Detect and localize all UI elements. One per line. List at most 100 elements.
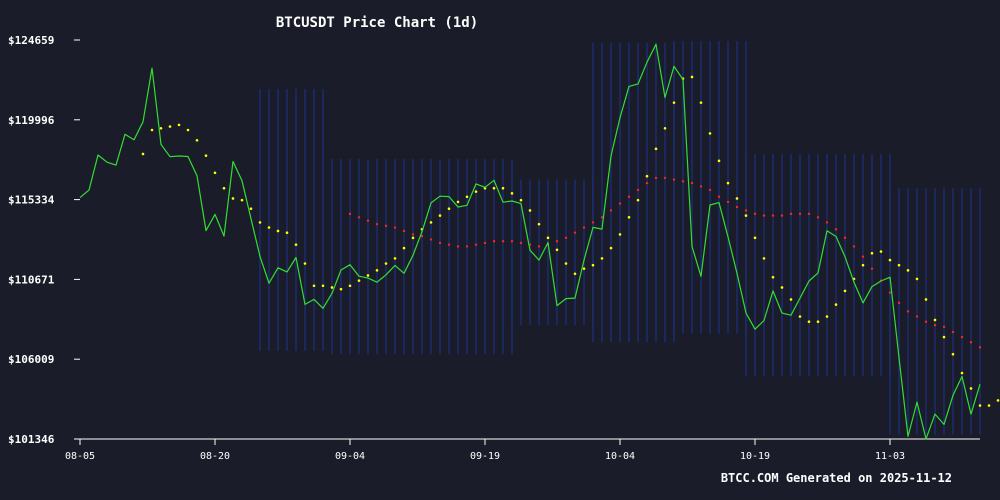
- y-tick-label: $119996: [8, 114, 55, 127]
- chart-title: BTCUSDT Price Chart (1d): [276, 15, 478, 31]
- short-ma-point: [789, 298, 793, 301]
- long-ma-point: [861, 255, 865, 258]
- short-ma-point: [555, 248, 559, 252]
- short-ma-point: [168, 125, 172, 128]
- band-bar-0-20: [259, 88, 261, 351]
- short-ma-point: [546, 236, 550, 240]
- long-ma-point: [825, 221, 829, 224]
- short-ma-point: [501, 186, 505, 190]
- band-bar-3-57: [592, 42, 594, 343]
- long-ma-point: [672, 178, 676, 181]
- short-ma-point: [843, 289, 847, 293]
- band-bar-5-86: [853, 153, 855, 377]
- short-ma-point: [798, 315, 802, 318]
- band-bar-4-72: [727, 41, 729, 334]
- band-bar-3-63: [646, 42, 648, 343]
- short-ma-point: [384, 262, 388, 265]
- long-ma-point: [393, 226, 397, 229]
- short-ma-point: [600, 257, 604, 260]
- long-ma-point: [519, 241, 523, 245]
- long-ma-point: [609, 209, 613, 212]
- long-ma-point: [456, 245, 460, 248]
- long-ma-point: [816, 216, 820, 219]
- short-ma-point: [573, 272, 577, 276]
- long-ma-point: [375, 222, 379, 226]
- x-tick-label: 09-19: [470, 451, 500, 462]
- long-ma-point: [897, 301, 901, 305]
- short-ma-point: [186, 128, 190, 132]
- long-ma-point: [771, 214, 775, 217]
- short-ma-point: [591, 263, 595, 267]
- short-ma-point: [627, 215, 631, 219]
- band-bar-3-62: [637, 42, 639, 343]
- short-ma-point: [780, 286, 784, 289]
- short-ma-point: [663, 126, 667, 130]
- short-ma-point: [294, 243, 298, 246]
- short-ma-point: [330, 286, 334, 289]
- short-ma-point: [456, 200, 460, 204]
- short-ma-point: [618, 233, 622, 236]
- long-ma-point: [978, 346, 982, 349]
- short-ma-point: [753, 236, 757, 240]
- x-tick-label: 08-05: [65, 451, 95, 462]
- band-bar-1-36: [403, 159, 405, 355]
- long-ma-point: [501, 240, 505, 243]
- long-ma-point: [654, 176, 658, 180]
- long-ma-point: [645, 181, 649, 185]
- band-bar-1-39: [430, 159, 432, 355]
- y-axis-ticks: $124659 $119996 $115334 $110671 $106009 $1013…: [8, 34, 80, 446]
- long-ma-point: [735, 205, 739, 209]
- y-tick-label: $110671: [8, 273, 55, 286]
- long-ma-point: [492, 240, 496, 243]
- long-ma-series: [348, 176, 982, 349]
- band-bar-1-28: [331, 159, 333, 355]
- price-series: [79, 43, 981, 440]
- short-ma-point: [348, 284, 352, 288]
- short-ma-point: [240, 198, 244, 202]
- short-ma-point: [951, 352, 955, 356]
- band-bar-5-84: [835, 153, 837, 377]
- long-ma-point: [420, 234, 424, 238]
- short-ma-point: [879, 250, 883, 253]
- short-ma-point: [357, 279, 361, 282]
- short-ma-point: [996, 399, 1000, 402]
- short-ma-point: [213, 171, 217, 175]
- band-bar-4-73: [736, 41, 738, 334]
- band-bar-1-41: [448, 159, 450, 355]
- long-ma-point: [843, 236, 847, 240]
- x-tick-label: 10-19: [740, 451, 770, 462]
- short-ma-point: [321, 284, 325, 288]
- long-ma-point: [834, 228, 838, 231]
- band-bar-1-43: [466, 159, 468, 355]
- band-bar-2-48: [511, 179, 513, 326]
- short-ma-point: [528, 209, 532, 212]
- band-bar-3-58: [601, 42, 603, 343]
- short-ma-point: [474, 190, 478, 193]
- short-ma-point: [960, 371, 964, 375]
- short-ma-point: [744, 214, 748, 217]
- band-bar-6-91: [898, 188, 900, 435]
- short-ma-point: [393, 257, 397, 260]
- band-bar-4-66: [673, 41, 675, 334]
- band-bar-5-85: [844, 153, 846, 377]
- band-bar-0-22: [277, 88, 279, 351]
- band-bar-1-42: [457, 159, 459, 355]
- long-ma-point: [699, 185, 703, 188]
- short-ma-point: [177, 123, 181, 127]
- band-bar-1-35: [394, 159, 396, 355]
- short-ma-series: [141, 75, 1000, 407]
- short-ma-point: [339, 287, 343, 291]
- band-bar-0-21: [268, 88, 270, 351]
- long-ma-point: [537, 245, 541, 248]
- short-ma-point: [375, 269, 379, 272]
- short-ma-point: [834, 303, 838, 306]
- long-ma-point: [960, 335, 964, 339]
- short-ma-point: [771, 275, 775, 279]
- band-bar-6-99: [970, 188, 972, 435]
- short-ma-point: [690, 75, 694, 79]
- short-ma-point: [870, 251, 874, 255]
- long-ma-point: [618, 202, 622, 205]
